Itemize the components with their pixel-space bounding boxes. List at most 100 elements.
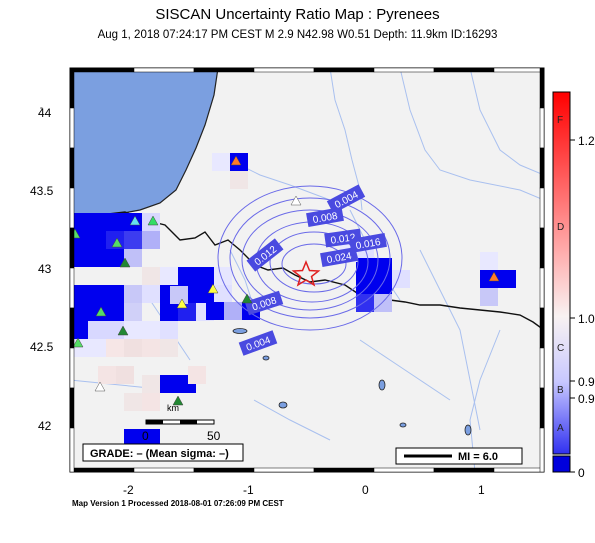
lat-tick-label: 43.5 bbox=[30, 184, 54, 198]
colorbar-grade: D bbox=[557, 222, 564, 233]
grid-cell bbox=[142, 231, 160, 249]
footer-processed: Map Version 1 Processed 2018-08-01 07:26… bbox=[72, 499, 284, 508]
colorbar-value: 1.2 bbox=[578, 134, 595, 148]
grid-cell bbox=[70, 321, 88, 339]
frame-tick bbox=[313, 467, 375, 473]
grid-cell bbox=[124, 249, 142, 267]
svg-text:°: ° bbox=[40, 106, 43, 114]
grid-cell bbox=[106, 303, 124, 321]
colorbar: F D C B A 1.2 1.0 0.9 0.9 0 bbox=[552, 91, 595, 480]
grid-cell bbox=[142, 321, 160, 339]
frame-tick bbox=[133, 67, 195, 73]
grid-cell bbox=[160, 321, 178, 339]
colorbar-value: 0.9 bbox=[578, 392, 595, 406]
grid-cell bbox=[480, 252, 498, 270]
lon-labels: -2 -1 0 1 bbox=[123, 483, 485, 497]
lat-tick-label: 42.5 bbox=[30, 340, 54, 354]
frame-tick bbox=[69, 467, 135, 473]
grid-cell bbox=[196, 285, 214, 303]
grid-cell bbox=[88, 213, 106, 231]
station-triangle-icon bbox=[207, 283, 219, 294]
lon-tick-label: 1 bbox=[478, 483, 485, 497]
frame-tick bbox=[373, 467, 435, 473]
grid-cell bbox=[206, 302, 224, 320]
frame-tick bbox=[69, 267, 75, 309]
station-triangle-icon bbox=[241, 293, 253, 304]
frame-tick bbox=[253, 467, 315, 473]
frame-tick bbox=[539, 187, 545, 229]
stations bbox=[70, 155, 500, 406]
grid-cell bbox=[106, 339, 124, 357]
lat-labels: 44 ° 43.5 43 42.5 42 bbox=[30, 106, 54, 433]
lat-tick-label: 44 bbox=[38, 106, 52, 120]
grid-cell bbox=[224, 302, 242, 320]
grid-cell bbox=[88, 231, 106, 249]
grid-cell bbox=[70, 285, 88, 303]
grid-cell bbox=[480, 288, 498, 306]
grid-cell bbox=[124, 231, 142, 249]
grid-cell bbox=[142, 375, 160, 393]
grid-cell bbox=[106, 285, 124, 303]
frame-tick bbox=[69, 307, 75, 349]
frame-tick bbox=[69, 347, 75, 389]
colorbar-grade: B bbox=[557, 385, 564, 396]
grid-cell bbox=[106, 249, 124, 267]
frame-tick bbox=[69, 227, 75, 269]
lakes bbox=[232, 328, 472, 436]
frame-tick bbox=[69, 387, 75, 429]
grid-cell bbox=[142, 267, 160, 285]
grid-cell bbox=[160, 303, 178, 321]
grid-cell bbox=[212, 153, 230, 171]
grid-cell bbox=[70, 249, 88, 267]
grid-cell bbox=[70, 339, 88, 357]
contours bbox=[217, 185, 403, 331]
colorbar-value: 0.9 bbox=[578, 375, 595, 389]
grid-cell bbox=[356, 258, 374, 276]
station-triangle-icon bbox=[129, 215, 141, 226]
frame-tick bbox=[539, 267, 545, 309]
frame-tick bbox=[69, 427, 75, 473]
frame-tick bbox=[373, 67, 435, 73]
scale-unit: km bbox=[167, 403, 179, 413]
grade-box: GRADE: – (Mean sigma: –) bbox=[82, 443, 244, 462]
grid-cell bbox=[230, 171, 248, 189]
frame-tick bbox=[313, 67, 375, 73]
grid-cell bbox=[88, 321, 106, 339]
grid-cell bbox=[124, 393, 142, 411]
frame-tick bbox=[69, 67, 135, 73]
grid-cell bbox=[124, 339, 142, 357]
station-triangle-icon bbox=[95, 306, 107, 317]
frame-tick bbox=[539, 227, 545, 269]
station-triangle-icon bbox=[119, 257, 131, 268]
grid-cell bbox=[356, 276, 374, 294]
grid-cell bbox=[124, 303, 142, 321]
grid-cell bbox=[214, 267, 232, 285]
grid-cell bbox=[124, 321, 142, 339]
scale-zero: 0 bbox=[142, 429, 149, 443]
frame-tick bbox=[539, 67, 545, 109]
contour-label: 0.024 bbox=[326, 251, 353, 266]
grid-cell bbox=[116, 366, 134, 384]
station-triangle-icon bbox=[111, 237, 123, 248]
lon-tick-label: -1 bbox=[243, 483, 254, 497]
station-triangle-icon bbox=[488, 271, 500, 282]
grid-cell bbox=[374, 294, 392, 312]
grid-cell bbox=[142, 339, 160, 357]
station-triangle-icon bbox=[147, 215, 159, 226]
frame-tick bbox=[539, 107, 545, 149]
grid-cell bbox=[70, 303, 88, 321]
grid-cell bbox=[196, 267, 214, 285]
station-triangle-icon bbox=[172, 395, 184, 406]
frame-tick bbox=[69, 147, 75, 189]
station-triangle-icon bbox=[117, 325, 129, 336]
grid-cell bbox=[498, 270, 516, 288]
grid-cell bbox=[374, 258, 392, 276]
mi-legend: MI = 6.0 bbox=[395, 447, 523, 465]
frame-tick bbox=[133, 467, 195, 473]
colorbar-value: 0 bbox=[578, 466, 585, 480]
lon-tick-label: 0 bbox=[362, 483, 369, 497]
station-triangle-icon bbox=[230, 155, 242, 166]
event-subtitle: Aug 1, 2018 07:24:17 PM CEST M 2.9 N42.9… bbox=[97, 29, 498, 41]
frame-tick bbox=[433, 467, 495, 473]
station-triangle-icon bbox=[290, 195, 302, 206]
